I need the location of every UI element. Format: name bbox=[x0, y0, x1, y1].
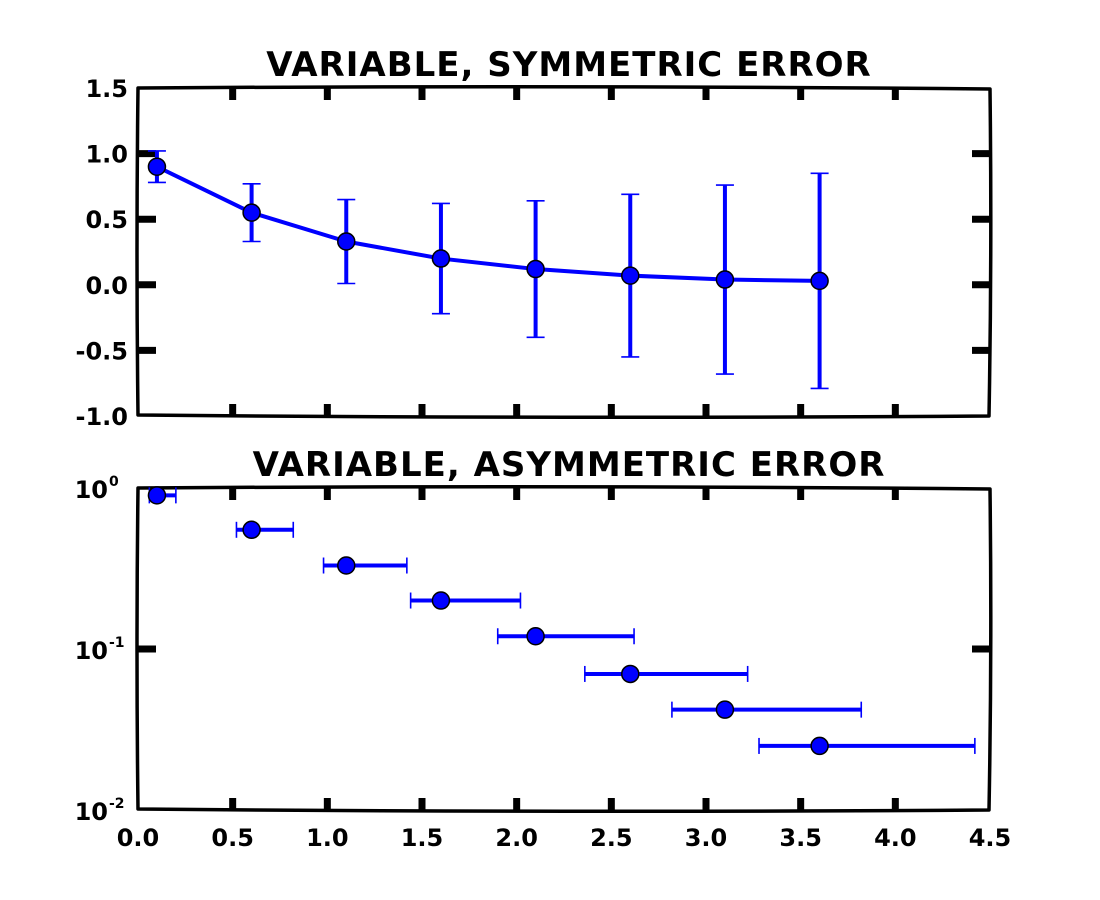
series bbox=[147, 486, 976, 756]
x-tick-label: 1.5 bbox=[401, 824, 444, 852]
data-point bbox=[621, 266, 640, 285]
data-point bbox=[715, 700, 735, 719]
data-point bbox=[337, 556, 356, 575]
data-point bbox=[810, 736, 829, 756]
data-point bbox=[431, 249, 451, 268]
y-tick-label: -1.0 bbox=[76, 403, 128, 431]
y-tick-label: 10 bbox=[75, 637, 108, 665]
y-tick-label: 0.5 bbox=[85, 206, 128, 234]
x-tick-label: 0.0 bbox=[117, 824, 160, 852]
x-tick-label: 0.5 bbox=[211, 824, 254, 852]
chart-symmetric-error: VARIABLE, SYMMETRIC ERROR -1.0 -0.5 0.0 0.5 1… bbox=[76, 45, 993, 431]
data-point bbox=[147, 157, 167, 176]
y-tick-label: -0.5 bbox=[76, 337, 128, 365]
y-tick-label-exponent: -1 bbox=[109, 635, 125, 651]
plot-frame bbox=[135, 484, 993, 814]
x-tick-label: 2.0 bbox=[495, 824, 538, 852]
x-tick-label: 2.5 bbox=[590, 824, 633, 852]
data-point bbox=[242, 203, 261, 222]
y-tick-label: 0.0 bbox=[85, 272, 128, 300]
data-point bbox=[147, 486, 167, 505]
y-tick-label-exponent: -2 bbox=[109, 796, 125, 812]
data-point bbox=[715, 270, 735, 289]
y-tick-label: 1.0 bbox=[85, 141, 128, 169]
data-point bbox=[337, 232, 356, 251]
data-point bbox=[526, 627, 545, 646]
chart-title: VARIABLE, SYMMETRIC ERROR bbox=[266, 45, 872, 85]
y-tick-label-exponent: 0 bbox=[109, 474, 119, 490]
data-point bbox=[621, 664, 640, 684]
series-line bbox=[156, 164, 820, 283]
x-tick-label: 3.0 bbox=[685, 824, 728, 852]
x-tick-label: 1.0 bbox=[306, 824, 349, 852]
data-point bbox=[810, 271, 829, 291]
y-tick-label: 10 bbox=[75, 798, 108, 826]
data-point bbox=[431, 591, 451, 610]
chart-title: VARIABLE, ASYMMETRIC ERROR bbox=[253, 445, 886, 485]
data-point bbox=[242, 520, 261, 540]
y-tick-label: 10 bbox=[75, 476, 108, 504]
y-tick-label: 1.5 bbox=[85, 75, 128, 103]
x-tick-label: 4.0 bbox=[874, 824, 917, 852]
chart-asymmetric-error: VARIABLE, ASYMMETRIC ERROR 0.0 0.5 1.0 1.5 2.… bbox=[75, 445, 1012, 852]
x-tick-label: 3.5 bbox=[779, 824, 822, 852]
series bbox=[147, 150, 829, 390]
x-tick-label: 4.5 bbox=[969, 824, 1012, 852]
data-point bbox=[526, 259, 545, 279]
plot-frame bbox=[135, 84, 993, 420]
